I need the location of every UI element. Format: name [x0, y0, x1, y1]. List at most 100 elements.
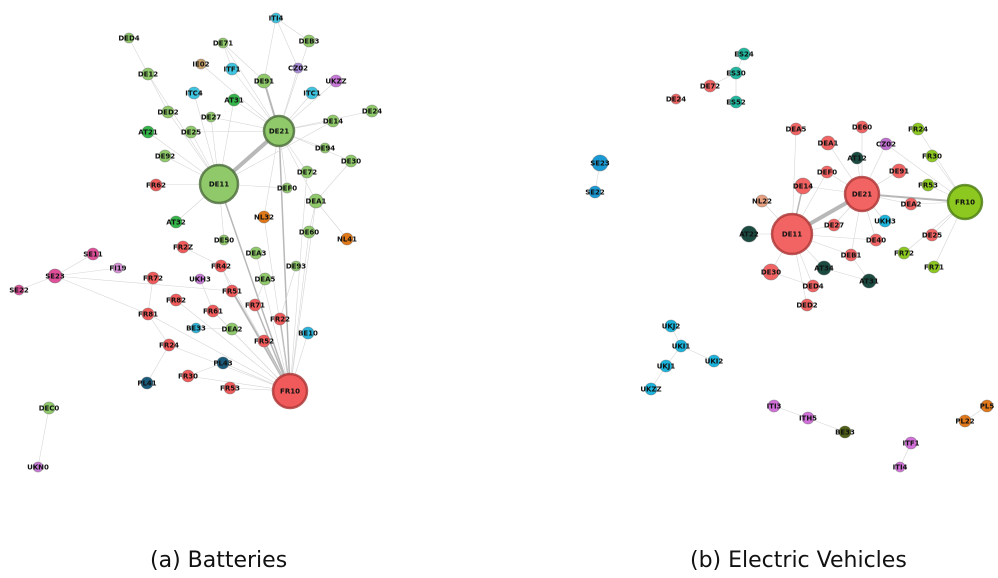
- a-node-fr72: FR72: [143, 271, 163, 285]
- a-node-circle: [184, 125, 198, 139]
- b-node-circle: [737, 47, 751, 61]
- a-edge-de21-de71: [222, 42, 280, 132]
- b-node-label: DEA1: [818, 140, 839, 148]
- a-node-de21: DE21: [262, 114, 296, 148]
- a-node-def0: DEF0: [277, 182, 297, 194]
- a-node-nl41: NL41: [337, 232, 357, 246]
- b-node-circle: [707, 354, 721, 368]
- a-node-label: SE22: [9, 287, 29, 295]
- a-edge-de93-fr22: [279, 265, 297, 320]
- b-node-at12: AT12: [847, 151, 867, 165]
- a-node-de24: DE24: [362, 104, 382, 118]
- a-node-itf1: ITF1: [223, 62, 241, 76]
- b-node-dea1: DEA1: [818, 135, 839, 151]
- a-node-fr61: FR61: [203, 304, 223, 318]
- a-node-circle: [302, 225, 316, 239]
- b-node-def0: DEF0: [817, 165, 837, 179]
- a-node-circle: [112, 262, 124, 274]
- a-node-circle: [305, 86, 319, 100]
- batteries-nodes: ITI4 DED4 DE71 DEB3 DE12 IE02 ITF1 DE91 CZ02 UKZZ…: [9, 12, 382, 473]
- a-node-circle: [248, 298, 262, 312]
- a-node-fr52: FR52: [254, 334, 274, 348]
- a-node-circle: [271, 372, 309, 410]
- a-node-de60: DE60: [299, 225, 319, 239]
- a-node-circle: [169, 215, 183, 229]
- a-edge-fr2z-fr42: [182, 246, 222, 267]
- a-node-dea5: DEA5: [255, 272, 276, 286]
- a-node-label: UKZZ: [325, 78, 346, 86]
- b-node-se23: SE23: [590, 154, 610, 172]
- a-node-circle: [195, 58, 207, 70]
- b-node-itf1: ITF1: [902, 436, 920, 450]
- b-node-circle: [958, 414, 972, 428]
- a-node-circle: [205, 111, 217, 123]
- a-node-de50: DE50: [214, 234, 234, 246]
- a-node-label: FR82: [166, 297, 186, 305]
- a-edge-fr61-fr10: [212, 310, 291, 392]
- b-edge-at34-at31: [823, 267, 870, 282]
- b-node-circle: [659, 359, 673, 373]
- b-node-label: UKH3: [874, 218, 896, 226]
- b-node-fr53: FR53: [918, 178, 938, 192]
- a-node-circle: [198, 163, 240, 205]
- a-node-label: DE92: [155, 153, 175, 161]
- a-node-iti4: ITI4: [269, 12, 284, 24]
- b-node-label: FR24: [908, 126, 928, 134]
- a-node-circle: [308, 193, 324, 209]
- a-node-circle: [194, 273, 206, 285]
- b-node-label: UKJ2: [662, 323, 681, 331]
- a-node-label: DEF0: [277, 185, 297, 193]
- b-node-label: DEB1: [841, 252, 862, 260]
- a-node-dea2: DEA2: [222, 322, 243, 336]
- a-node-label: FR2Z: [173, 244, 193, 252]
- b-node-circle: [801, 411, 815, 425]
- b-node-label: ITI4: [893, 464, 908, 472]
- b-node-label: AT22: [739, 231, 759, 239]
- b-node-ith5: ITH5: [799, 411, 817, 425]
- b-node-circle: [911, 122, 925, 136]
- a-node-circle: [292, 62, 304, 74]
- a-node-de30: DE30: [341, 154, 361, 168]
- b-node-label: BE33: [835, 429, 855, 437]
- b-node-at22: AT22: [739, 225, 759, 243]
- a-node-label: DE25: [181, 129, 201, 137]
- b-node-label: DEF0: [817, 169, 837, 177]
- b-node-label: DED4: [802, 283, 823, 291]
- b-node-circle: [591, 154, 609, 172]
- b-node-label: AT31: [859, 278, 879, 286]
- a-node-label: DE21: [269, 128, 289, 136]
- a-node-be33: BE33: [186, 322, 206, 334]
- a-node-label: DEB3: [299, 38, 320, 46]
- a-node-pl43: PL43: [213, 356, 233, 370]
- b-node-label: DE60: [852, 124, 872, 132]
- ev-edges: [594, 53, 988, 468]
- a-node-circle: [302, 34, 316, 48]
- b-node-circle: [729, 66, 743, 80]
- b-node-dea5: DEA5: [786, 122, 807, 136]
- a-node-fr30: FR30: [178, 369, 198, 383]
- caption-electric-vehicles: (b) Electric Vehicles: [690, 548, 907, 573]
- b-node-circle: [816, 260, 832, 276]
- a-node-cz02: CZ02: [288, 62, 308, 74]
- a-node-label: FR53: [220, 385, 240, 393]
- a-node-circle: [187, 86, 201, 100]
- a-node-at31: AT31: [224, 93, 244, 107]
- a-node-circle: [216, 356, 230, 370]
- b-node-es24: ES24: [734, 47, 754, 61]
- a-node-circle: [176, 240, 190, 254]
- b-node-circle: [820, 165, 834, 179]
- a-node-itc4: ITC4: [185, 86, 203, 100]
- a-node-label: FR72: [143, 275, 163, 283]
- a-node-fr10: FR10: [271, 372, 309, 410]
- b-node-es30: ES30: [726, 66, 746, 80]
- a-node-circle: [223, 381, 237, 395]
- a-node-ded4: DED4: [118, 32, 140, 44]
- a-node-nl32: NL32: [254, 210, 274, 224]
- b-node-fr24: FR24: [908, 122, 928, 136]
- b-node-de21: DE21: [843, 175, 881, 213]
- b-node-circle: [869, 233, 883, 247]
- a-node-circle: [181, 369, 195, 383]
- a-node-circle: [141, 125, 155, 139]
- b-node-dea2: DEA2: [901, 197, 922, 211]
- a-node-se23: SE23: [45, 268, 65, 284]
